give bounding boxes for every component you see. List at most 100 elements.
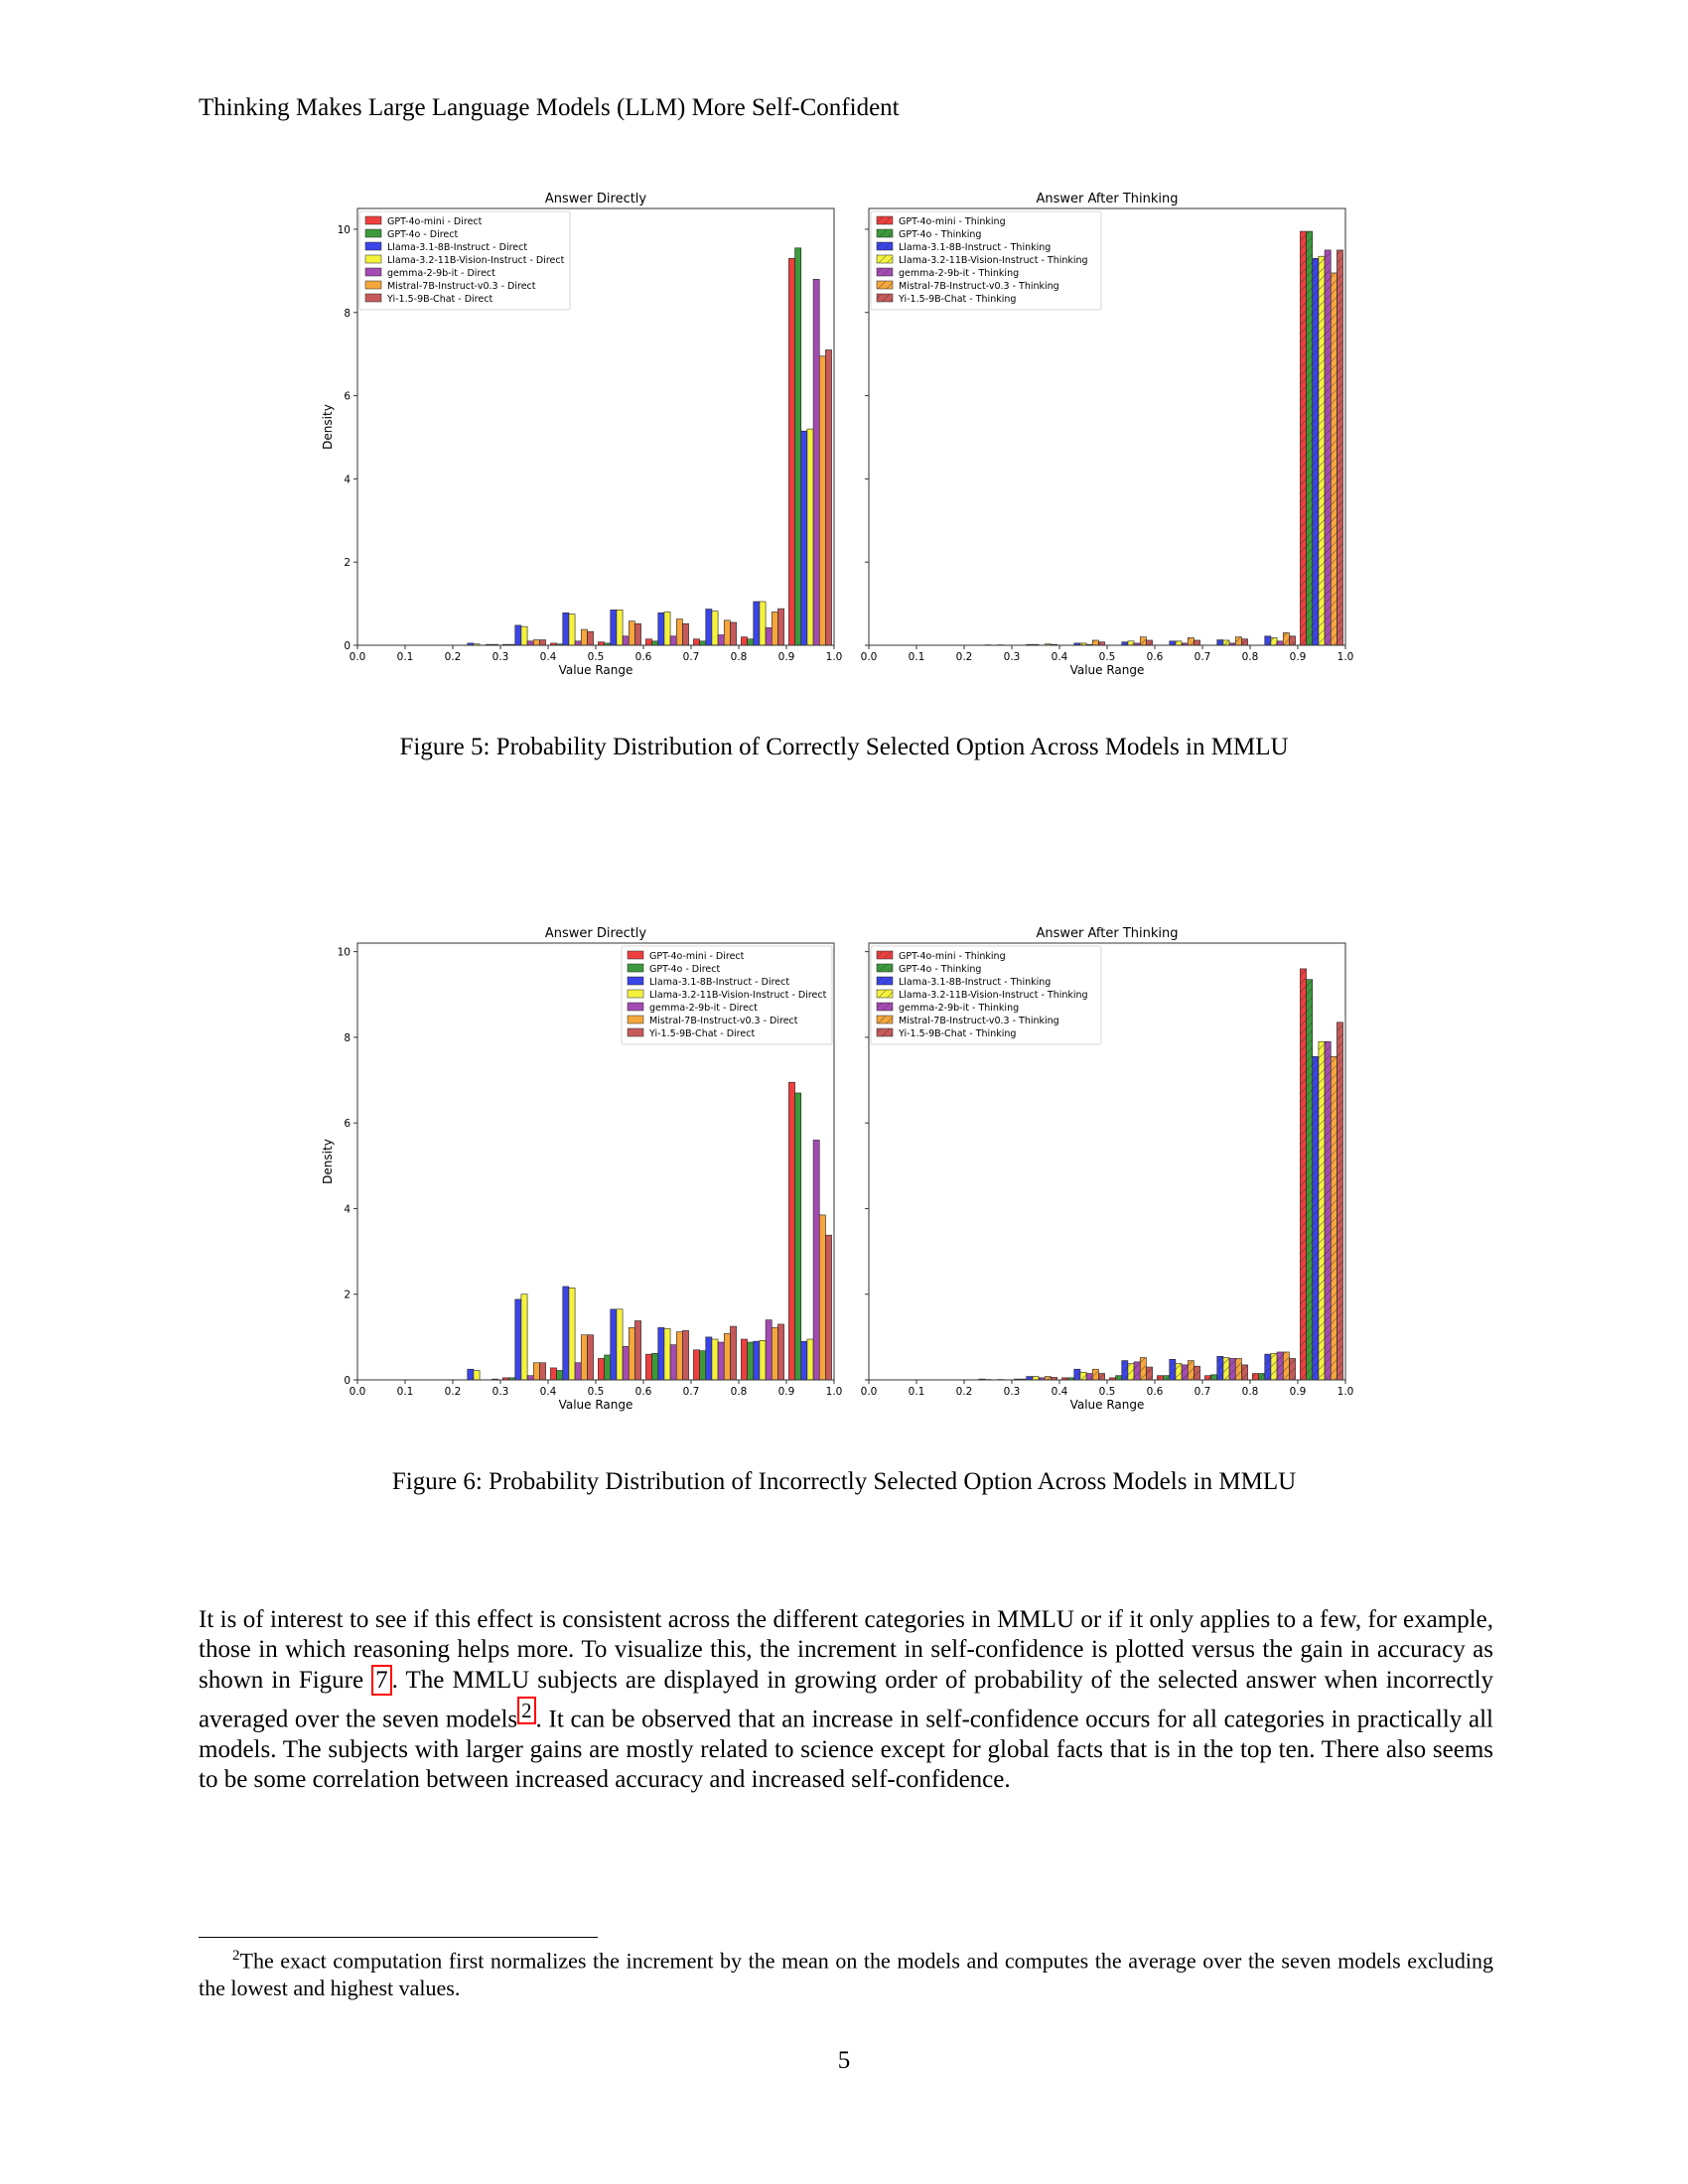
- x-axis-label: Value Range: [1070, 663, 1145, 677]
- chart-bar: [514, 1298, 522, 1381]
- chart-bar: [622, 1346, 630, 1381]
- legend-swatch: [627, 1002, 644, 1012]
- x-tick-label: 0.6: [635, 651, 652, 663]
- legend-swatch-hatch: [877, 268, 893, 276]
- chart-bar: [634, 622, 641, 646]
- legend-swatch-hatch: [877, 977, 893, 985]
- chart-bar: [675, 618, 683, 646]
- chart-bar-hatch: [1312, 258, 1319, 645]
- x-tick-label: 0.3: [492, 651, 509, 663]
- chart-title: Answer After Thinking: [1036, 192, 1178, 206]
- chart-bar-hatch: [1098, 641, 1105, 645]
- legend-label: GPT-4o - Thinking: [899, 229, 981, 240]
- y-tick-label: 4: [344, 474, 351, 485]
- chart-bar-hatch: [1331, 1056, 1337, 1380]
- chart-bar-hatch: [1086, 1373, 1093, 1380]
- chart-title: Answer Directly: [545, 926, 647, 941]
- footnote-2-link[interactable]: 2: [517, 1697, 536, 1725]
- chart-bar-hatch: [1318, 256, 1326, 645]
- legend-swatch-hatch: [877, 255, 893, 263]
- chart-bar: [562, 1286, 570, 1381]
- legend-label: GPT-4o-mini - Thinking: [899, 216, 1006, 227]
- footnote-text: The exact computation first normalizes t…: [199, 1948, 1493, 2001]
- chart-bar: [759, 1340, 767, 1381]
- chart-bar: [520, 1294, 528, 1381]
- figure-6: Answer Directly 0.0 0.1 0.2 0.3 0.4 0.5 0.6 0.7 0…: [0, 923, 1688, 1449]
- x-tick-label: 0.7: [683, 1386, 700, 1398]
- chart-bar: [675, 1331, 683, 1381]
- legend-label: GPT-4o-mini - Thinking: [899, 951, 1006, 962]
- chart-bar: [800, 430, 808, 646]
- chart-bar: [771, 1327, 778, 1381]
- x-tick-label: 0.8: [731, 651, 748, 663]
- chart-bar: [539, 1362, 546, 1381]
- chart-bar: [556, 1370, 564, 1381]
- legend-swatch-hatch: [877, 216, 893, 224]
- chart-bar-hatch: [1241, 638, 1248, 645]
- chart-bar: [777, 1323, 784, 1381]
- chart-bar-hatch: [1289, 635, 1296, 645]
- chart-bar: [753, 601, 761, 646]
- chart-bar-hatch: [1092, 1369, 1099, 1380]
- legend-swatch: [364, 215, 382, 225]
- chart-bar-hatch: [1306, 979, 1313, 1380]
- legend-label: gemma-2-9b-it - Thinking: [899, 1003, 1019, 1014]
- chart-bar-hatch: [1264, 1354, 1271, 1380]
- x-tick-label: 0.1: [909, 1386, 925, 1398]
- legend-swatch-hatch: [877, 1003, 893, 1011]
- chart-bar: [580, 628, 588, 646]
- legend-label: Yi-1.5-9B-Chat - Thinking: [898, 1028, 1016, 1039]
- legend-swatch-hatch: [877, 294, 893, 302]
- y-tick-label: 10: [338, 224, 351, 236]
- chart-bar: [616, 610, 624, 646]
- chart-bar-hatch: [1325, 1041, 1332, 1380]
- chart-bar-hatch: [1325, 249, 1332, 645]
- chart-bar-hatch: [1175, 1363, 1183, 1380]
- chart-bar-hatch: [1121, 1360, 1128, 1380]
- chart-bar-hatch: [1264, 635, 1271, 645]
- chart-bar: [747, 638, 755, 646]
- chart-bar-hatch: [1079, 642, 1087, 645]
- legend-swatch-hatch: [877, 990, 893, 998]
- chart-bar: [765, 627, 773, 646]
- x-tick-label: 0.2: [956, 1386, 973, 1398]
- legend-swatch: [627, 1027, 644, 1037]
- legend-label: GPT-4o-mini - Direct: [649, 951, 745, 962]
- paragraph-text-3: . It can be observed that an increase in…: [199, 1706, 1493, 1794]
- chart-bar-hatch: [1222, 1357, 1230, 1380]
- legend-frame: [870, 945, 1102, 1045]
- y-tick-label: 2: [344, 557, 351, 569]
- x-tick-label: 0.0: [350, 651, 366, 663]
- chart-bar: [825, 1234, 832, 1381]
- figure-5-charts: Answer Directly 0.0 0.1 0.2 0.3 0.4 0.5 0.6 0.7 0…: [321, 192, 1353, 677]
- x-tick-label: 0.4: [1052, 1386, 1068, 1398]
- chart-bar: [818, 355, 826, 646]
- legend-label: Yi-1.5-9B-Chat - Direct: [386, 294, 492, 305]
- chart-bar: [794, 247, 802, 646]
- figure-7-link[interactable]: 7: [371, 1664, 392, 1696]
- footnote: 2The exact computation first normalizes …: [199, 1942, 1493, 2002]
- page-number: 5: [837, 2047, 851, 2074]
- x-tick-label: 0.0: [861, 1386, 878, 1398]
- x-tick-label: 0.0: [350, 1386, 366, 1398]
- chart-bar-hatch: [1127, 1363, 1135, 1380]
- chart-bar: [812, 1140, 820, 1381]
- legend-frame: [358, 210, 571, 311]
- chart-bar: [693, 1349, 700, 1381]
- chart-bar: [520, 625, 528, 646]
- chart-bar: [747, 1341, 755, 1381]
- x-tick-label: 0.8: [731, 1386, 748, 1398]
- chart-legend: GPT-4o-mini - Thinking GPT-4o - Thinking L…: [870, 210, 1102, 311]
- chart-bar: [812, 278, 820, 646]
- chart-bar: [717, 1341, 725, 1381]
- chart-bar-hatch: [1270, 1353, 1278, 1380]
- x-tick-label: 0.1: [909, 651, 925, 663]
- paragraph-text-2: . The MMLU subjects are displayed in gro…: [199, 1666, 1494, 1733]
- chart-bar: [777, 608, 784, 646]
- chart-bar: [730, 621, 737, 646]
- chart-bar: [682, 1330, 689, 1381]
- chart-bar: [610, 1308, 618, 1381]
- chart-bar: [550, 1367, 557, 1381]
- chart-bar-hatch: [1194, 639, 1200, 645]
- chart-bar-hatch: [1121, 641, 1128, 645]
